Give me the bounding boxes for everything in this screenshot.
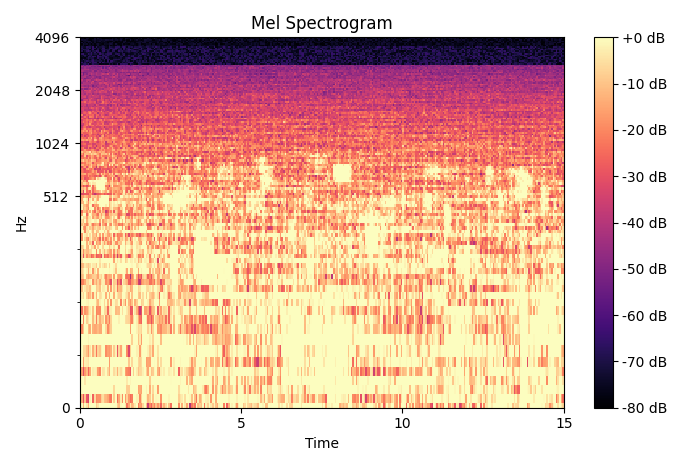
X-axis label: Time: Time [304,437,339,451]
Title: Mel Spectrogram: Mel Spectrogram [251,15,393,33]
Y-axis label: Hz: Hz [15,213,29,232]
